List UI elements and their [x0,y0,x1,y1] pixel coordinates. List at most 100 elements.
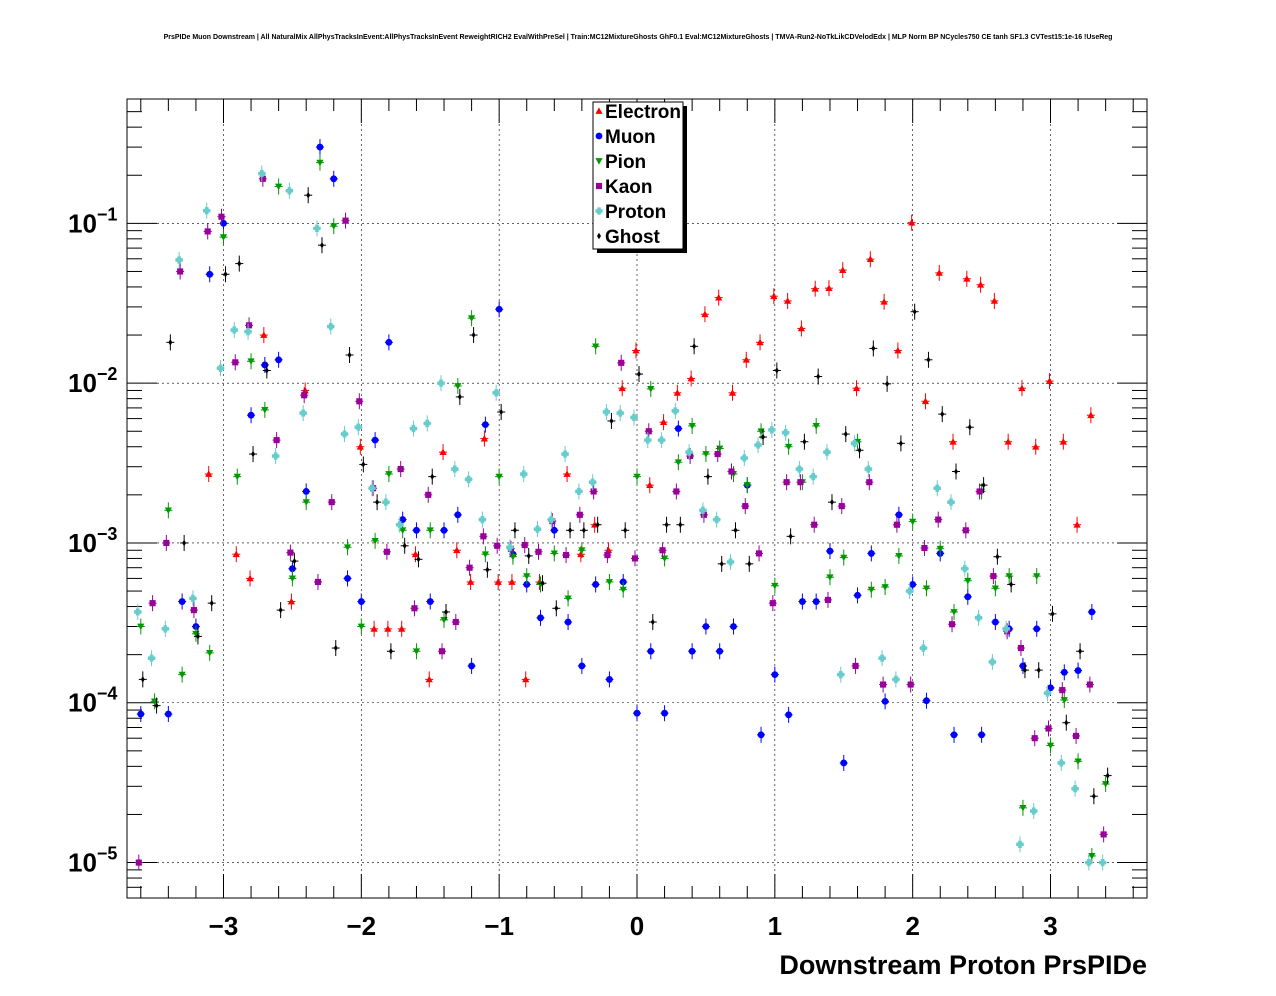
data-point [742,356,750,363]
data-point [852,384,861,392]
data-point [356,398,363,405]
data-point [909,581,917,588]
data-series [133,139,1112,871]
data-point [948,621,956,628]
data-point [811,521,818,528]
data-point [233,473,241,481]
data-point [218,213,225,220]
data-point [906,587,914,595]
data-point [825,284,833,292]
data-point [563,551,570,559]
data-point [275,183,283,191]
data-point [605,579,614,586]
data-point [619,586,627,594]
legend-marker-kaon [595,182,603,190]
data-point [947,498,955,506]
data-point [495,473,503,481]
data-point [733,527,738,534]
data-point [411,550,420,558]
data-point [384,625,392,632]
data-point [1043,689,1052,697]
data-point [523,573,531,580]
data-point [301,386,309,394]
data-point [563,470,571,477]
data-point [426,527,434,534]
data-point [178,671,186,679]
data-point [962,527,969,534]
data-point [411,605,418,612]
data-point [726,558,735,566]
data-point [661,709,668,717]
data-point [742,503,749,510]
data-point [782,429,790,437]
data-point [802,438,807,445]
data-point [631,555,639,562]
data-point [204,228,211,235]
data-point [357,598,365,605]
data-point [1033,625,1041,633]
data-point [147,654,156,662]
data-point [342,217,349,224]
data-point [881,697,889,705]
data-point [278,606,283,614]
data-point [678,521,683,528]
data-point [258,169,266,178]
data-point [301,392,308,399]
y-tick-label: 10−3 [68,524,117,558]
data-point [840,759,848,767]
data-point [618,359,625,366]
data-point [788,533,793,540]
legend-label-proton: Proton [605,202,666,223]
data-point [537,614,544,622]
data-point [540,579,545,587]
x-axis-title: Downstream Proton PrsPIDe [779,950,1147,980]
data-point [950,609,958,616]
data-point [272,452,280,460]
data-point [839,266,847,273]
data-point [382,498,390,506]
data-point [168,339,173,346]
data-point [921,544,928,552]
data-point [981,481,986,489]
data-point [330,223,338,230]
data-point [495,305,503,313]
data-point [206,270,214,278]
data-point [333,644,338,652]
data-point [494,542,501,549]
data-point [700,511,707,518]
data-point [383,548,390,555]
data-point [898,440,903,447]
data-point [976,281,985,288]
data-point [685,448,693,456]
data-point [164,507,172,514]
data-point [467,315,476,322]
data-point [492,389,500,397]
data-point [581,527,586,534]
data-point [314,578,322,586]
data-point [232,550,240,558]
data-point [550,550,558,558]
data-point [273,437,280,444]
data-point [797,324,806,332]
data-point [453,546,461,554]
data-point [1085,858,1093,867]
data-point [604,551,611,559]
data-point [264,367,269,374]
data-point [850,439,859,447]
data-point [478,515,486,524]
data-point [743,482,751,489]
data-point [1060,697,1068,704]
data-point [964,577,972,585]
data-point [768,426,776,434]
data-point [402,542,407,550]
data-point [754,441,762,449]
data-point [867,549,875,557]
data-point [866,479,873,486]
data-point [919,644,928,652]
data-point [371,538,379,545]
axis-ticks [127,99,1147,898]
data-point [771,582,779,590]
data-point [978,731,986,739]
data-point [826,547,834,555]
